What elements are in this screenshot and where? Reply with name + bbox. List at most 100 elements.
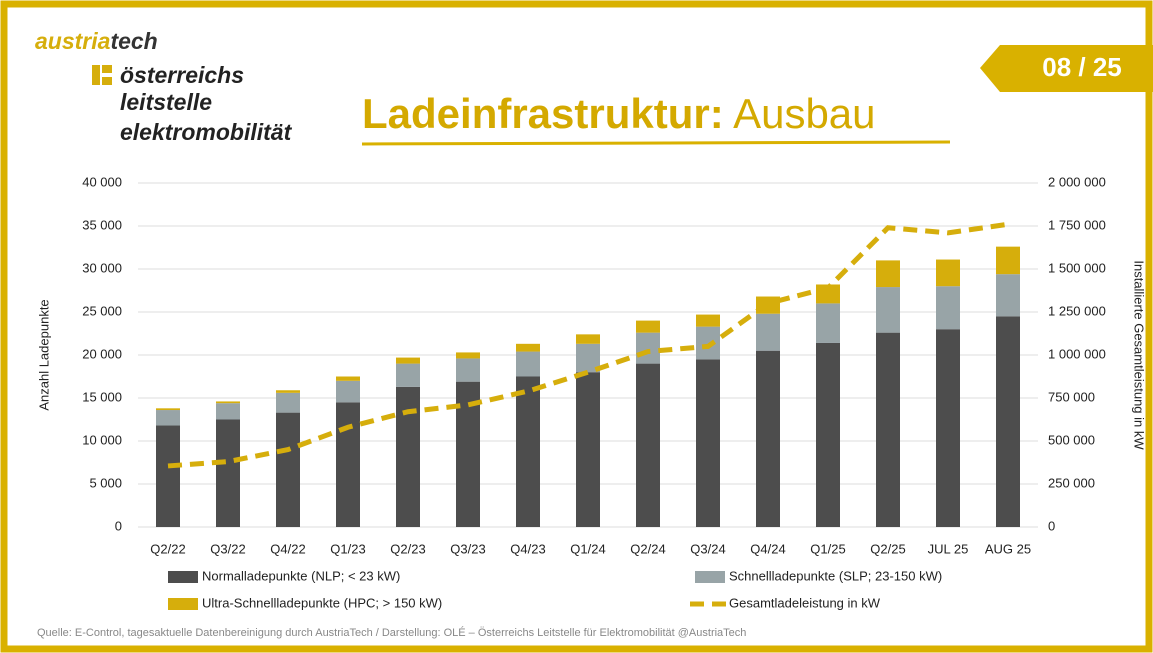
y-tick-label: 40 000 [82,174,122,189]
bar [876,332,900,527]
bar [636,363,660,527]
x-tick-label: AUG 25 [985,541,1031,556]
bar [276,390,300,393]
legend-label: Schnellladepunkte (SLP; 23-150 kW) [729,568,942,583]
source: Quelle: E-Control, tagesaktuelle Datenbe… [37,626,746,639]
bar [516,351,540,377]
legend-label: Gesamtladeleistung in kW [729,595,881,610]
heading-bold: Ladeinfrastruktur: [362,90,724,137]
legend-label: Ultra-Schnellladepunkte (HPC; > 150 kW) [202,595,442,610]
bar [756,350,780,527]
bar [216,401,240,404]
bar [156,408,180,411]
y2-tick-label: 250 000 [1048,475,1095,490]
bar [996,246,1020,275]
y-tick-label: 5 000 [89,475,122,490]
bar [156,410,180,426]
bar [456,358,480,382]
bar [216,419,240,527]
bar [396,386,420,527]
y2-tick-label: 1 000 000 [1048,346,1106,361]
bar [696,314,720,327]
bar [396,357,420,364]
bar [876,287,900,333]
y2-tick-label: 1 250 000 [1048,303,1106,318]
bar [516,376,540,527]
y-tick-label: 10 000 [82,432,122,447]
brand: austriatech [35,28,158,54]
y2-tick-label: 1 500 000 [1048,260,1106,275]
x-tick-label: Q2/24 [630,541,665,556]
logo-line: leitstelle [120,89,212,115]
x-tick-label: Q4/24 [750,541,785,556]
y-tick-label: 0 [115,518,122,533]
legend-swatch [695,571,725,583]
heading: Ladeinfrastruktur: Ausbau [362,90,876,137]
logo-icon [102,77,112,85]
bar [696,326,720,360]
x-tick-label: Q1/25 [810,541,845,556]
bar [396,363,420,387]
bar [276,412,300,527]
bar [156,425,180,527]
logo-icon [92,65,100,85]
bar [336,376,360,381]
y2-tick-label: 500 000 [1048,432,1095,447]
bar [576,334,600,344]
x-tick-label: Q3/22 [210,541,245,556]
bar [636,332,660,364]
x-tick-label: Q2/22 [150,541,185,556]
bar [276,392,300,413]
y-tick-label: 20 000 [82,346,122,361]
legend-swatch [168,598,198,610]
y2-tick-label: 750 000 [1048,389,1095,404]
legend-label: Normalladepunkte (NLP; < 23 kW) [202,568,400,583]
bar [936,329,960,527]
y-axis-title: Anzahl Ladepunkte [36,299,51,410]
x-tick-label: Q1/23 [330,541,365,556]
x-tick-label: Q4/22 [270,541,305,556]
bar [516,343,540,352]
bar [816,303,840,343]
logo-icon [102,65,112,73]
bar [696,359,720,527]
y-tick-label: 15 000 [82,389,122,404]
logo-line: österreichs [120,62,244,88]
y-tick-label: 30 000 [82,260,122,275]
x-tick-label: Q3/24 [690,541,725,556]
x-tick-label: Q2/23 [390,541,425,556]
page-number: 08 / 25 [1042,52,1122,82]
y2-axis-title: Installierte Gesamtleistung in kW [1132,260,1147,450]
bar [936,259,960,287]
y-tick-label: 25 000 [82,303,122,318]
bar [336,402,360,527]
bar [936,286,960,330]
legend-swatch [168,571,198,583]
y2-tick-label: 1 750 000 [1048,217,1106,232]
bar [636,320,660,333]
bar [336,380,360,403]
brand-a: austria [35,28,111,54]
y2-tick-label: 2 000 000 [1048,174,1106,189]
bar [876,260,900,288]
y-tick-label: 35 000 [82,217,122,232]
x-tick-label: JUL 25 [928,541,969,556]
bar [756,313,780,351]
brand-b: tech [110,28,157,54]
bar [996,316,1020,527]
bar [996,274,1020,317]
x-tick-label: Q2/25 [870,541,905,556]
x-tick-label: Q1/24 [570,541,605,556]
y2-tick-label: 0 [1048,518,1055,533]
line [167,221,1009,469]
logo-line: elektromobilität [120,119,293,145]
x-tick-label: Q3/23 [450,541,485,556]
x-tick-label: Q4/23 [510,541,545,556]
page-badge [980,45,1153,92]
bar [816,342,840,527]
bar [576,372,600,527]
bar [456,352,480,359]
